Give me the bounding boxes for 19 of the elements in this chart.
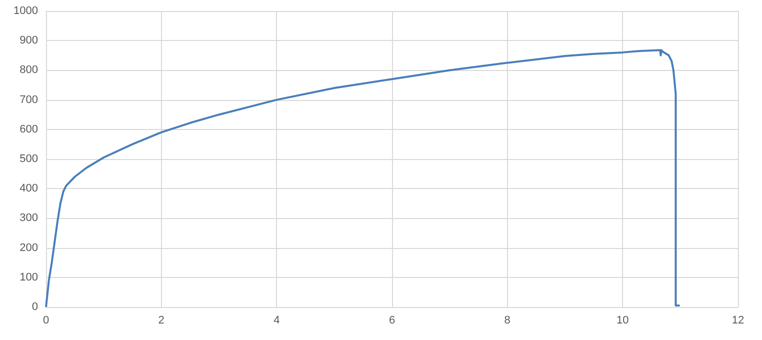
- x-tick-label: 0: [42, 314, 50, 326]
- y-tick-label: 1000: [14, 5, 38, 17]
- x-tick-label: 10: [616, 314, 629, 326]
- y-tick-label: 700: [20, 94, 38, 106]
- y-tick-label: 500: [20, 153, 38, 165]
- x-tick-label: 12: [732, 314, 744, 326]
- x-tick-label: 6: [388, 314, 396, 326]
- y-tick-label: 300: [20, 212, 38, 224]
- y-tick-label: 200: [20, 242, 38, 254]
- y-tick-label: 900: [20, 34, 38, 47]
- y-tick-label: 600: [20, 123, 38, 136]
- x-tick-label: 8: [504, 314, 510, 326]
- line-series: [45, 49, 681, 308]
- x-tick-label: 2: [158, 314, 164, 326]
- y-tick-label: 100: [20, 271, 38, 284]
- y-tick-label: 400: [20, 182, 38, 195]
- y-tick-label: 800: [20, 64, 38, 76]
- x-tick-label: 4: [274, 314, 280, 326]
- y-tick-label: 0: [32, 301, 38, 313]
